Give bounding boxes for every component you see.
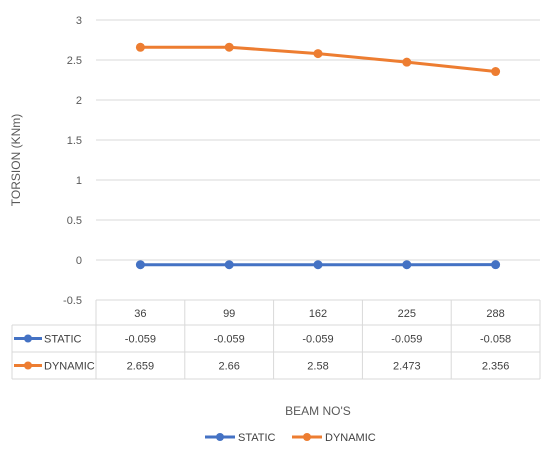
table-value-cell: -0.059 bbox=[214, 334, 245, 346]
table-value-cell: -0.059 bbox=[391, 334, 422, 346]
data-point bbox=[135, 42, 145, 52]
table-value-cell: 2.66 bbox=[218, 361, 239, 373]
grid-lines bbox=[95, 19, 540, 379]
data-point bbox=[313, 260, 323, 270]
table-value-cell: 2.473 bbox=[393, 361, 421, 373]
table-value-cell: 2.356 bbox=[482, 361, 510, 373]
data-point bbox=[224, 42, 234, 52]
legend-label: STATIC bbox=[238, 432, 276, 444]
y-tick-labels: -0.5 0 0.5 1 1.5 2 2.5 3 bbox=[63, 15, 82, 307]
y-tick-label: 1.5 bbox=[67, 135, 82, 147]
legend-label: DYNAMIC bbox=[325, 432, 376, 444]
table-value-cell: -0.059 bbox=[125, 334, 156, 346]
y-axis-title: TORSION (KNm) bbox=[9, 114, 23, 206]
table-legend-key-marker bbox=[24, 334, 32, 343]
y-tick-label: 3 bbox=[76, 15, 82, 27]
table-value-cell: -0.058 bbox=[480, 334, 511, 346]
table-series-name: DYNAMIC bbox=[44, 361, 95, 373]
data-point bbox=[402, 57, 412, 67]
data-table: 36 99 162 225 288 STATIC -0.059 -0.059 -0.059 -0.… bbox=[11, 300, 541, 380]
data-point bbox=[491, 67, 501, 77]
data-point bbox=[135, 260, 145, 270]
x-category-label: 288 bbox=[486, 308, 504, 320]
series-lines bbox=[135, 42, 501, 270]
data-point bbox=[313, 49, 323, 59]
legend: STATIC DYNAMIC bbox=[205, 432, 376, 444]
legend-key-marker bbox=[216, 433, 224, 441]
legend-key-marker bbox=[303, 433, 311, 441]
y-tick-label: -0.5 bbox=[63, 295, 82, 307]
x-category-label: 162 bbox=[309, 308, 327, 320]
y-tick-label: 0.5 bbox=[67, 215, 82, 227]
x-category-label: 36 bbox=[134, 308, 146, 320]
data-point bbox=[224, 260, 234, 270]
data-point bbox=[402, 260, 412, 270]
table-value-cell: -0.059 bbox=[302, 334, 333, 346]
table-legend-key-marker bbox=[24, 361, 32, 370]
table-value-cell: 2.659 bbox=[127, 361, 155, 373]
table-value-cell: 2.58 bbox=[307, 361, 328, 373]
y-tick-label: 2.5 bbox=[67, 55, 82, 67]
x-category-label: 99 bbox=[223, 308, 235, 320]
table-series-name: STATIC bbox=[44, 334, 82, 346]
y-tick-label: 1 bbox=[76, 175, 82, 187]
data-point bbox=[491, 260, 501, 270]
x-axis-title: BEAM NO'S bbox=[285, 404, 351, 418]
y-tick-label: 0 bbox=[76, 255, 82, 267]
y-tick-label: 2 bbox=[76, 95, 82, 107]
x-category-label: 225 bbox=[398, 308, 416, 320]
